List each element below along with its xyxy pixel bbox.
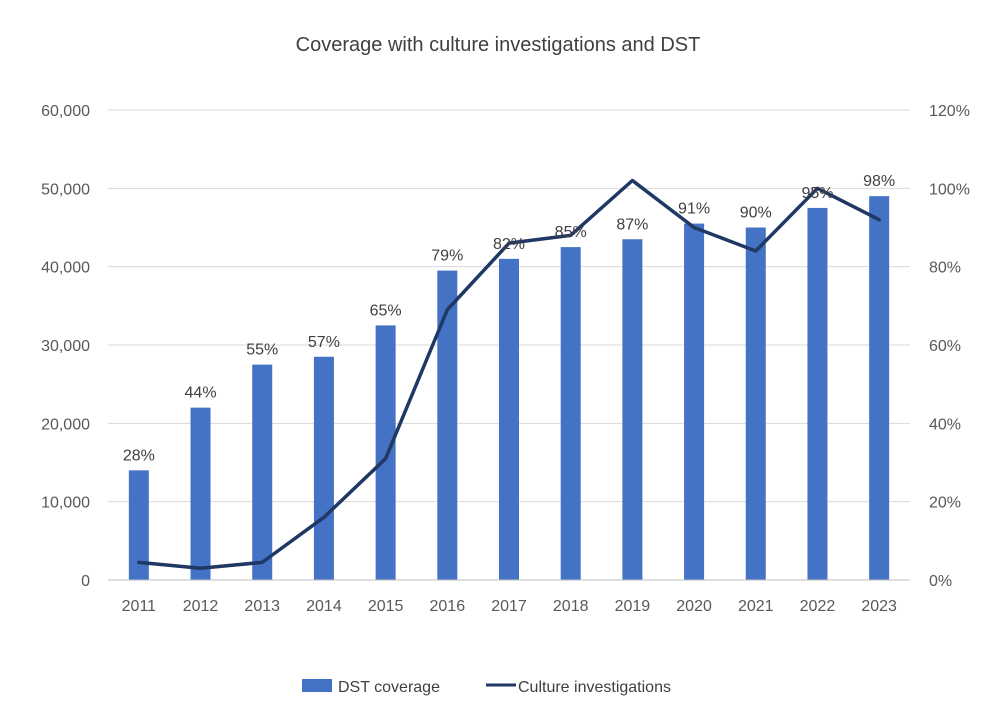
bar-data-label: 82% — [493, 236, 525, 253]
x-tick-label: 2022 — [800, 598, 836, 615]
left-tick-label: 40,000 — [41, 260, 90, 277]
bar-dst-coverage — [684, 223, 705, 581]
chart-title: Coverage with culture investigations and… — [296, 34, 701, 56]
left-tick-label: 0 — [81, 573, 90, 590]
bar-data-label: 65% — [370, 302, 402, 319]
left-tick-label: 30,000 — [41, 338, 90, 355]
right-tick-label: 0% — [929, 573, 952, 590]
right-tick-label: 80% — [929, 260, 961, 277]
bar-dst-coverage — [499, 258, 519, 580]
x-tick-label: 2020 — [676, 598, 712, 615]
left-tick-label: 10,000 — [41, 495, 90, 512]
bar-dst-coverage — [560, 247, 581, 581]
bar-data-label: 87% — [616, 216, 648, 233]
right-tick-label: 60% — [929, 338, 961, 355]
legend: DST coverage Culture investigations — [302, 679, 671, 696]
dst-coverage-bars — [128, 196, 890, 581]
legend-swatch-dst-coverage — [302, 679, 332, 692]
x-tick-label: 2021 — [738, 598, 774, 615]
culture-investigations-line — [137, 178, 881, 570]
x-tick-label: 2017 — [491, 598, 527, 615]
bar-data-labels: 28% 44% 55% 57% 65% 79% 82% 85% 87% 91% 90% 95% 98% — [123, 173, 895, 464]
legend-label-dst-coverage: DST coverage — [338, 679, 440, 696]
bar-dst-coverage — [128, 470, 149, 580]
right-tick-label: 40% — [929, 416, 961, 433]
bar-data-label: 90% — [740, 205, 772, 222]
right-tick-label: 100% — [929, 181, 970, 198]
x-tick-label: 2019 — [615, 598, 651, 615]
left-tick-label: 20,000 — [41, 416, 90, 433]
bar-dst-coverage — [745, 227, 766, 580]
bar-dst-coverage — [622, 239, 643, 580]
bar-data-label: 85% — [555, 224, 587, 241]
x-tick-label: 2018 — [553, 598, 589, 615]
bar-data-label: 55% — [246, 342, 278, 359]
bar-dst-coverage — [437, 270, 458, 580]
bar-data-label: 79% — [431, 248, 463, 265]
bar-dst-coverage — [807, 207, 828, 580]
x-tick-label: 2016 — [430, 598, 466, 615]
bar-dst-coverage — [313, 356, 334, 580]
bar-data-label: 57% — [308, 334, 340, 351]
right-tick-label: 120% — [929, 103, 970, 120]
legend-label-culture-investigations: Culture investigations — [518, 679, 671, 696]
x-tick-label: 2014 — [306, 598, 342, 615]
left-tick-label: 50,000 — [41, 181, 90, 198]
left-y-axis: 0 10,000 20,000 30,000 40,000 50,000 60,000 — [41, 103, 90, 590]
right-tick-label: 20% — [929, 495, 961, 512]
bar-data-label: 98% — [863, 173, 895, 190]
bar-data-label: 28% — [123, 447, 155, 464]
x-tick-label: 2011 — [122, 598, 157, 615]
right-y-axis: 0% 20% 40% 60% 80% 100% 120% — [929, 103, 970, 590]
x-tick-label: 2015 — [368, 598, 404, 615]
x-tick-label: 2012 — [183, 598, 219, 615]
bar-data-label: 91% — [678, 201, 710, 218]
bar-data-label: 95% — [801, 185, 833, 202]
x-axis: 2011 2012 2013 2014 2015 2016 2017 2018 2019 2020… — [108, 579, 910, 615]
left-tick-label: 60,000 — [41, 103, 90, 120]
bar-dst-coverage — [252, 364, 273, 580]
bar-dst-coverage — [190, 407, 211, 580]
x-tick-label: 2013 — [244, 598, 280, 615]
bar-dst-coverage — [375, 325, 396, 580]
bar-dst-coverage — [869, 196, 890, 580]
line-culture-investigations — [137, 178, 881, 570]
x-tick-label: 2023 — [861, 598, 897, 615]
bar-data-label: 44% — [185, 385, 217, 402]
